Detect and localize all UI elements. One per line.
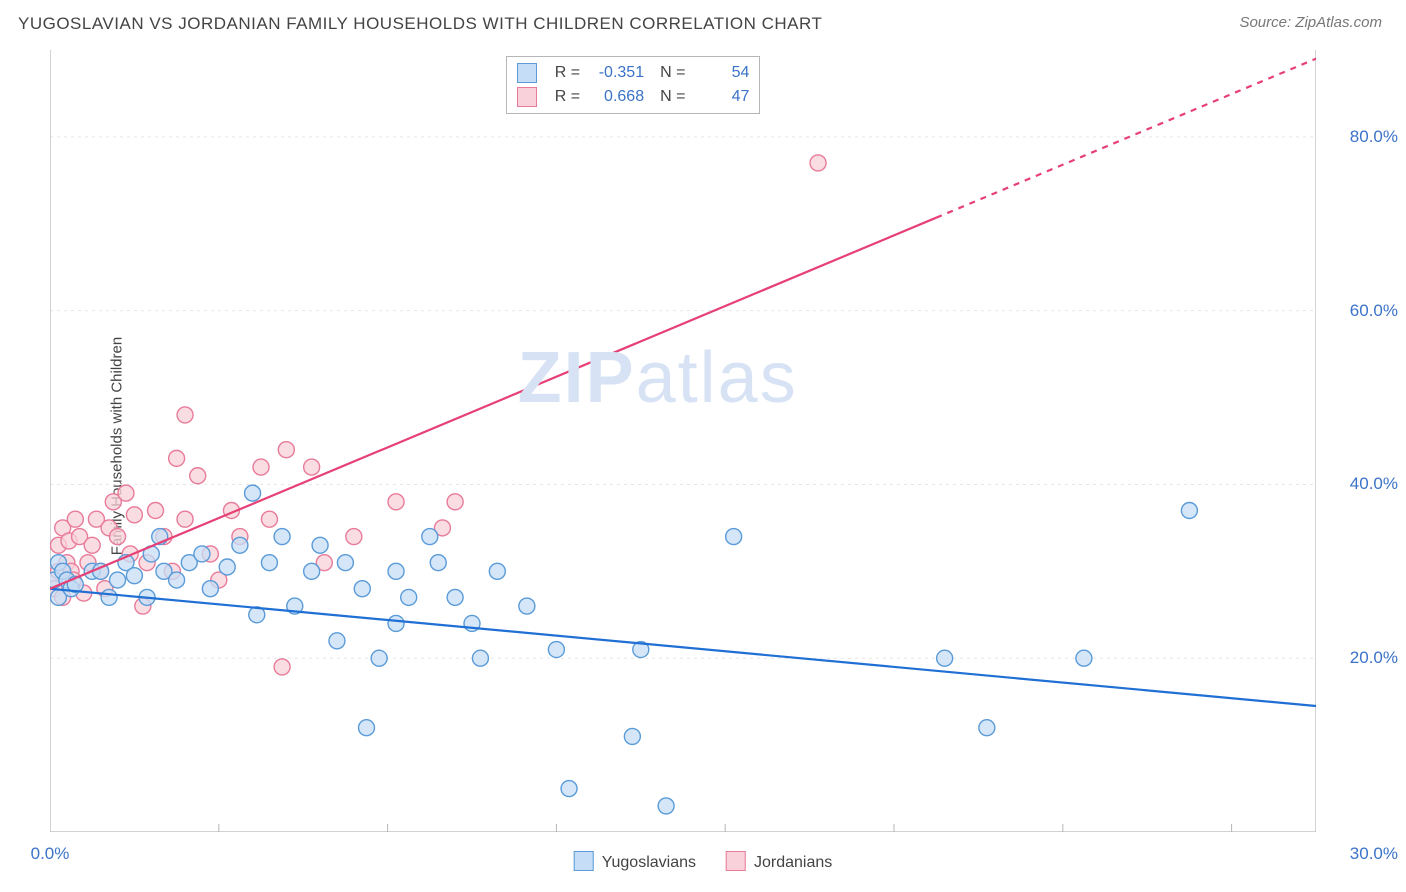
r-value-series1: -0.351 [590,64,644,82]
correlation-stats-box: R = -0.351 N = 54 R = 0.668 N = 47 [506,56,761,114]
legend-swatch-series1 [574,851,594,871]
y-tick-label: 80.0% [1350,127,1398,147]
swatch-series2 [517,87,537,107]
y-tick-label: 40.0% [1350,474,1398,494]
n-value-series2: 47 [695,88,749,106]
legend-swatch-series2 [726,851,746,871]
chart-area: ZIPatlas R = -0.351 N = 54 R = 0.668 N =… [50,50,1316,832]
n-label: N = [660,64,685,82]
source-attribution: Source: ZipAtlas.com [1239,14,1382,31]
y-tick-label: 60.0% [1350,301,1398,321]
chart-title: YUGOSLAVIAN VS JORDANIAN FAMILY HOUSEHOL… [18,14,822,33]
swatch-series1 [517,63,537,83]
r-label: R = [555,88,580,106]
r-label: R = [555,64,580,82]
r-value-series2: 0.668 [590,88,644,106]
legend-label-series2: Jordanians [754,854,832,871]
legend-label-series1: Yugoslavians [602,854,696,871]
stats-row-series2: R = 0.668 N = 47 [517,85,750,109]
x-tick-start: 0.0% [31,844,70,864]
legend-item-series1: Yugoslavians [574,851,696,872]
legend-item-series2: Jordanians [726,851,832,872]
n-value-series1: 54 [695,64,749,82]
bottom-legend: Yugoslavians Jordanians [574,851,833,872]
x-tick-end: 30.0% [1350,844,1398,864]
y-tick-label: 20.0% [1350,648,1398,668]
n-label: N = [660,88,685,106]
stats-row-series1: R = -0.351 N = 54 [517,61,750,85]
scatter-plot [50,50,1316,832]
header: YUGOSLAVIAN VS JORDANIAN FAMILY HOUSEHOL… [0,0,1406,50]
